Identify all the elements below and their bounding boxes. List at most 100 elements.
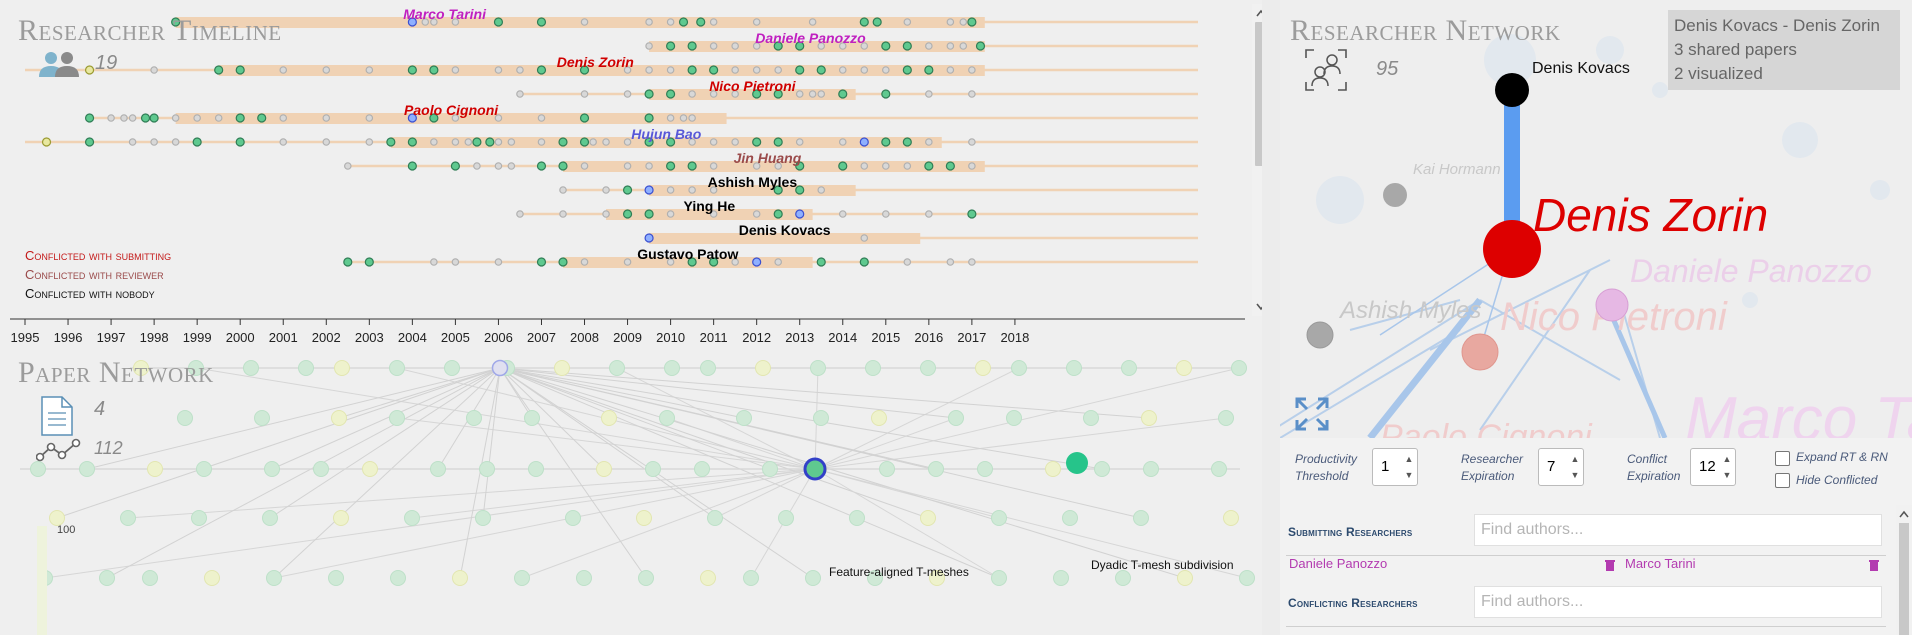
paper-label-dyadic[interactable]: Dyadic T-mesh subdivision — [1091, 558, 1234, 572]
year-label: 1996 — [53, 330, 83, 345]
paper-dot — [579, 137, 590, 147]
researcher-node-label: Ashish Myles — [1338, 297, 1481, 324]
paper-node — [334, 360, 350, 376]
stepper-arrows-icon[interactable]: ▲ ▼ — [1570, 454, 1580, 480]
paper-dot — [679, 114, 688, 122]
paper-dot — [623, 90, 632, 98]
coauthor-edge — [1479, 269, 1591, 431]
paper-dot — [407, 113, 417, 123]
paper-dot — [644, 185, 654, 195]
paper-dot — [429, 113, 439, 123]
paper-node — [920, 360, 936, 376]
legend-reviewer: Conflicted with reviewer — [25, 267, 164, 282]
active-bar — [606, 209, 813, 220]
paper-dot — [709, 162, 718, 170]
paper-dot — [795, 138, 804, 146]
paper-dot — [881, 210, 890, 218]
paper-dot — [666, 258, 675, 266]
paper-node — [1094, 461, 1110, 477]
paper-dot — [924, 65, 934, 75]
paper-dot — [709, 42, 718, 50]
paper-network-graph[interactable] — [0, 348, 1262, 635]
paper-dot — [808, 18, 817, 26]
paper-dot — [494, 114, 503, 122]
paper-dot — [709, 65, 719, 75]
submitting-researchers-heading: Submitting Researchers — [1288, 525, 1413, 539]
stepper-arrows-icon[interactable]: ▲ ▼ — [1722, 454, 1732, 480]
paper-dot — [602, 210, 610, 218]
paper-dot — [860, 234, 869, 242]
paper-node — [196, 461, 212, 477]
paper-dot — [558, 161, 568, 171]
paper-dot — [688, 114, 696, 122]
paper-node — [1121, 360, 1137, 376]
paper-node — [1239, 570, 1255, 586]
paper-dot — [752, 42, 761, 50]
year-label: 2012 — [742, 330, 772, 345]
background-node — [1652, 82, 1668, 98]
paper-node — [147, 461, 163, 477]
researcher-node-label: Marco Ta — [1685, 385, 1912, 438]
paper-dot — [84, 65, 95, 75]
coauthor-edge — [1602, 299, 1668, 438]
paper-dot — [946, 66, 955, 74]
year-label: 2005 — [440, 330, 470, 345]
paper-dot — [838, 161, 848, 171]
citation-edge — [499, 367, 929, 519]
paper-dot — [795, 90, 804, 98]
paper-dot — [279, 66, 288, 74]
paper-dot — [516, 210, 524, 218]
paper-node — [1223, 510, 1239, 526]
paper-dot — [925, 210, 933, 218]
conflicting-author-search[interactable] — [1474, 586, 1882, 618]
timeline-scrollbar[interactable] — [1252, 4, 1262, 316]
researcher-network-panel: Kai Hormann Daniele Panozzo Ashish Myles Ni… — [1280, 0, 1912, 438]
submitting-author-search[interactable] — [1474, 514, 1882, 546]
researcher-node — [1595, 288, 1629, 322]
productivity-threshold-stepper[interactable]: 1 ▲ ▼ — [1372, 448, 1418, 486]
paper-dot — [968, 66, 976, 74]
paper-node — [805, 570, 821, 586]
stepper-arrows-icon[interactable]: ▲ ▼ — [1404, 454, 1414, 480]
conflict-expiration-stepper[interactable]: 12 ▲ ▼ — [1690, 448, 1736, 486]
coauthor-edge — [1367, 297, 1483, 438]
year-label: 2000 — [225, 330, 255, 345]
paper-dot — [817, 186, 826, 194]
paper-node — [762, 461, 778, 477]
paper-dot — [752, 18, 761, 26]
paper-dot — [537, 114, 546, 122]
paper-dot — [925, 42, 933, 50]
paper-node — [254, 410, 270, 426]
trash-icon[interactable] — [1869, 559, 1879, 571]
researcher-expiration-stepper[interactable]: 7 ▲ ▼ — [1538, 448, 1584, 486]
citation-edge — [127, 468, 816, 519]
paper-node — [528, 461, 544, 477]
citation-edge — [482, 367, 501, 519]
researcher-timeline-panel: Marco Tarini Daniele Panozzo Denis Zorin Ni… — [0, 0, 1262, 320]
paper-dot — [407, 17, 417, 27]
year-label: 1998 — [139, 330, 169, 345]
trash-icon[interactable] — [1605, 559, 1615, 571]
expand-icon[interactable] — [1294, 396, 1330, 437]
paper-node — [243, 360, 259, 376]
kovacs-node — [1495, 73, 1529, 107]
paper-dot — [343, 162, 352, 170]
year-label: 2013 — [785, 330, 815, 345]
paper-dot — [752, 162, 761, 170]
citation-edge — [195, 367, 816, 470]
paper-dot — [688, 90, 696, 98]
paper-dot — [365, 114, 374, 122]
expand-rt-rn-checkbox[interactable] — [1775, 451, 1790, 466]
active-bar — [649, 233, 921, 244]
paper-dot — [140, 113, 151, 123]
paper-node — [991, 510, 1007, 526]
paper-dot — [731, 90, 739, 98]
hide-conflicted-checkbox[interactable] — [1775, 473, 1790, 488]
paper-node — [865, 360, 881, 376]
paper-label-feature-aligned[interactable]: Feature-aligned T-meshes — [829, 565, 969, 579]
paper-dot — [687, 257, 697, 267]
controls-scrollbar[interactable] — [1896, 505, 1912, 635]
paper-dot — [872, 17, 882, 27]
paper-dot — [580, 90, 589, 98]
